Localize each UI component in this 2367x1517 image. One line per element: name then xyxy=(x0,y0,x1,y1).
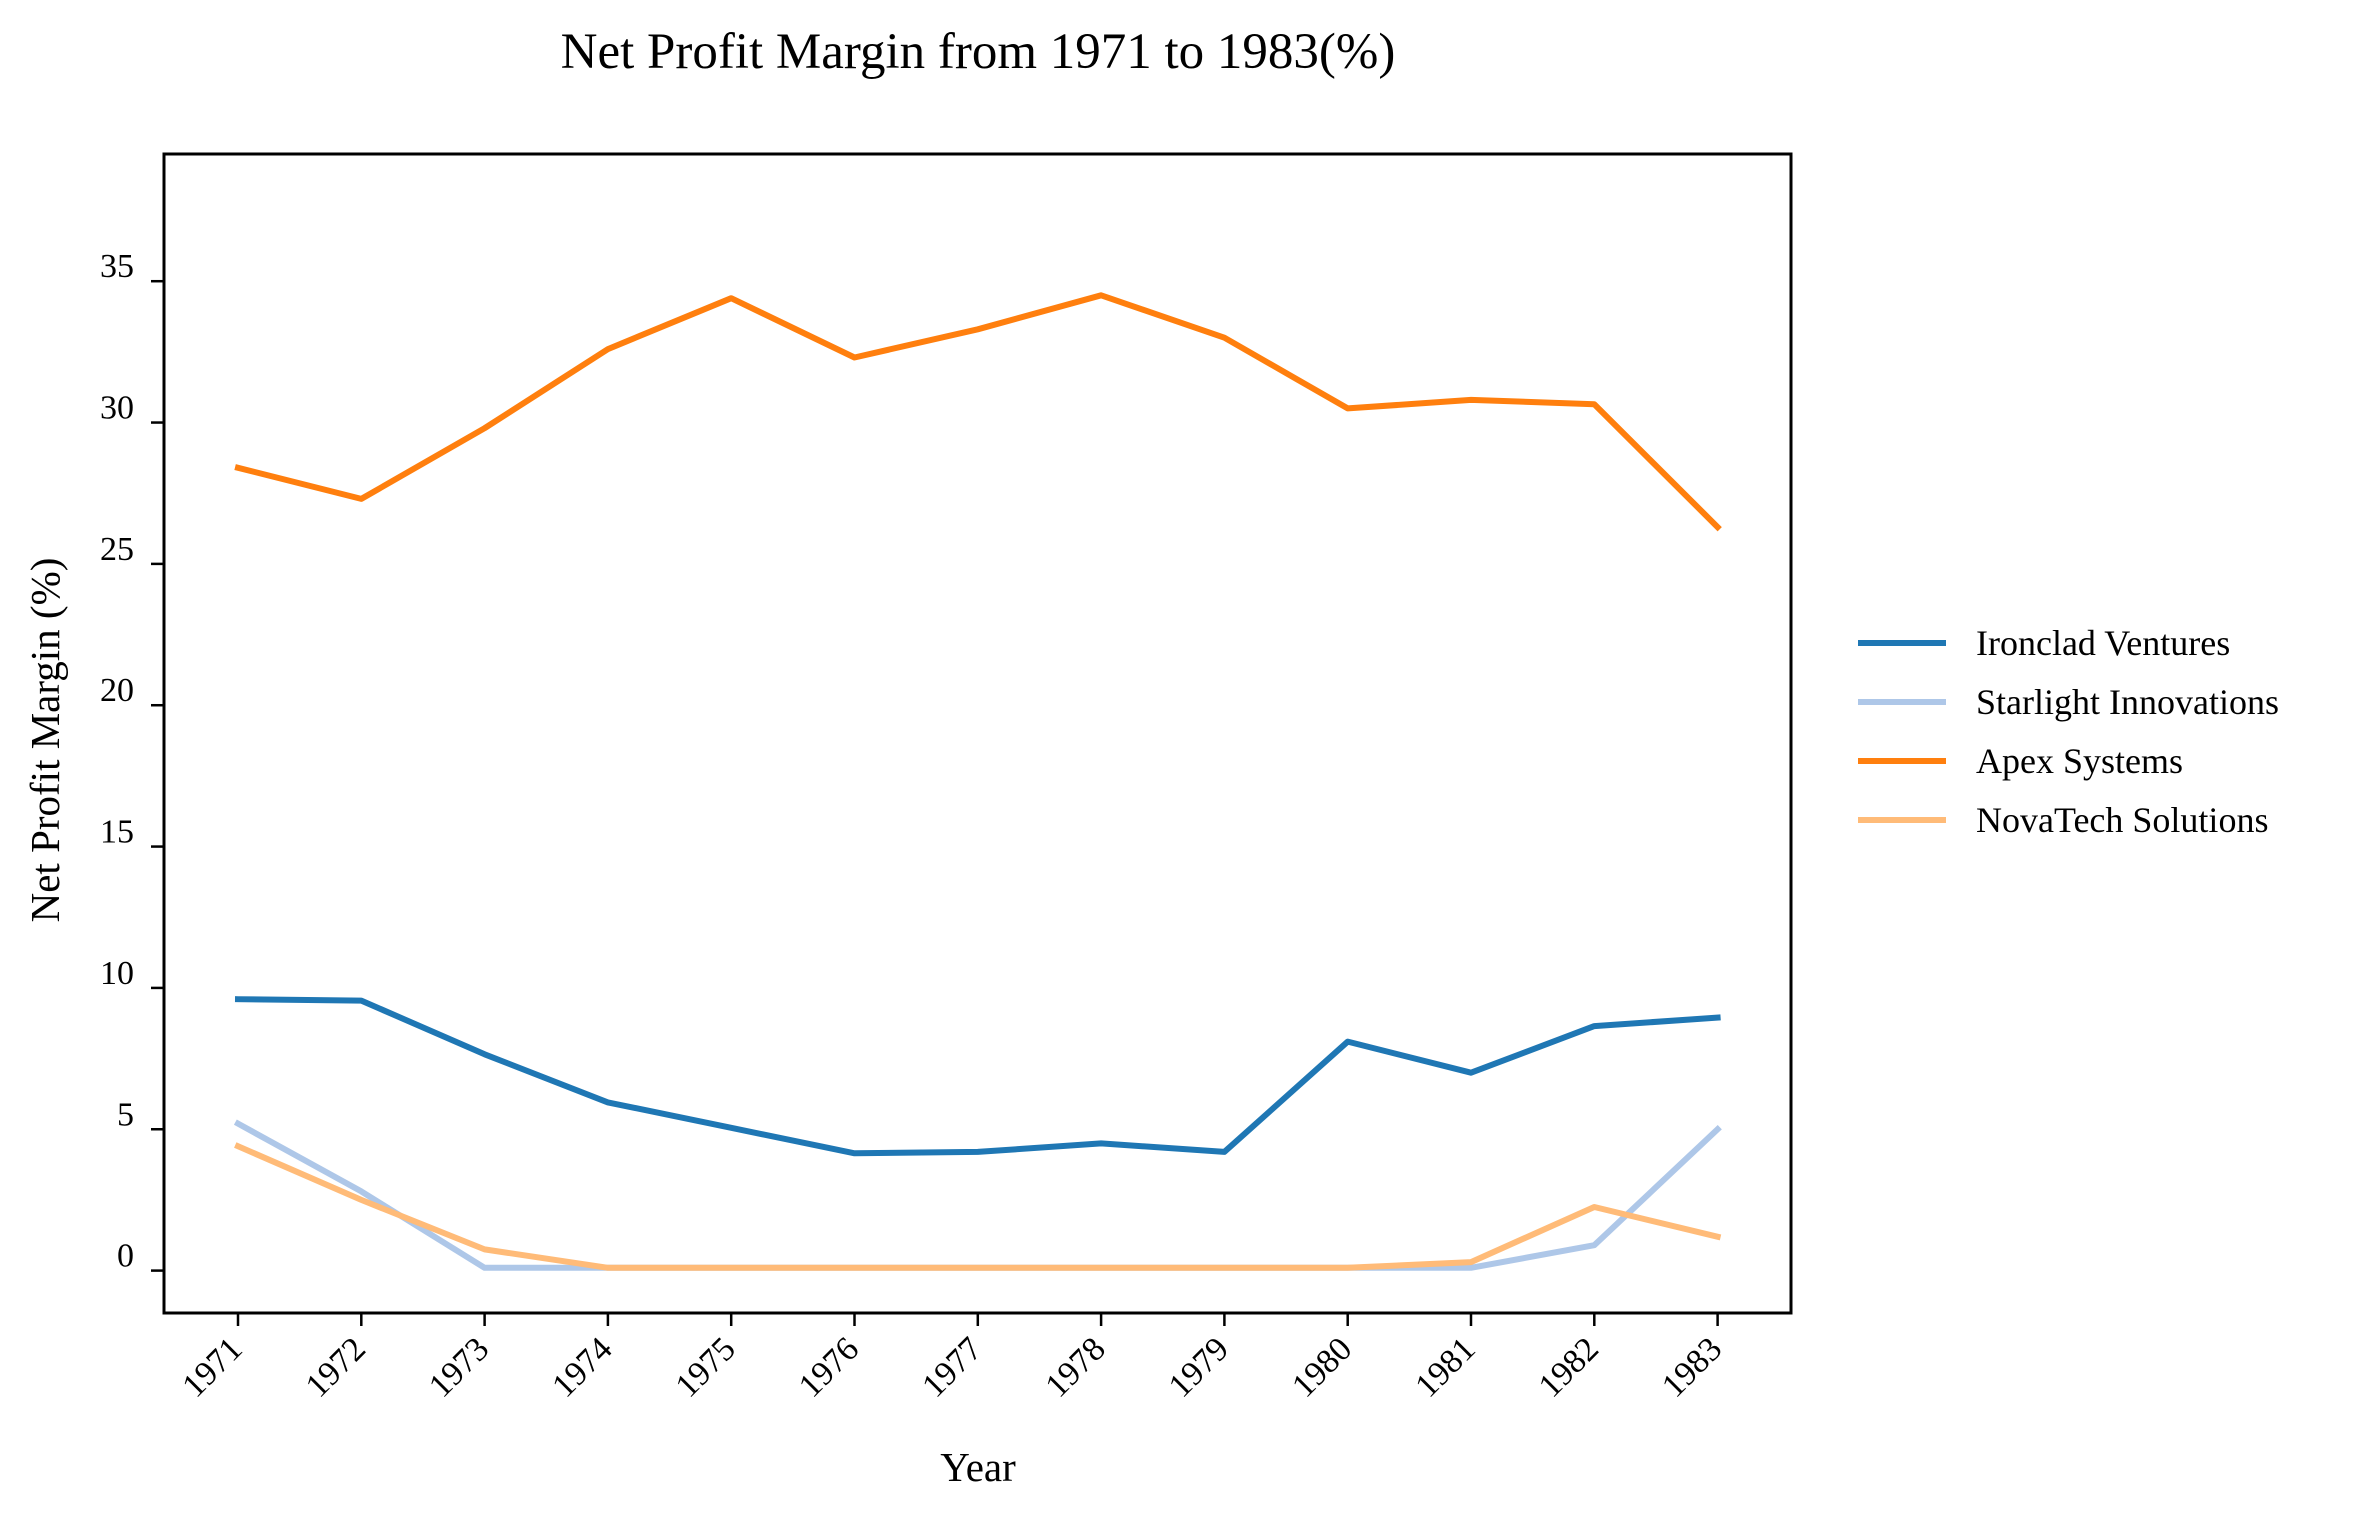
y-tick-label: 0 xyxy=(117,1238,134,1275)
x-axis-label: Year xyxy=(940,1444,1016,1490)
series-line-1 xyxy=(233,1119,1722,1271)
chart-title: Net Profit Margin from 1971 to 1983(%) xyxy=(561,24,1396,80)
legend-label: Apex Systems xyxy=(1976,741,2183,781)
legend-item: Starlight Innovations xyxy=(1858,682,2279,722)
series-line-2 xyxy=(234,292,1722,532)
y-tick-label: 20 xyxy=(100,672,134,709)
legend-label: Starlight Innovations xyxy=(1976,682,2279,722)
y-axis-label: Net Profit Margin (%) xyxy=(22,558,68,923)
y-axis-ticks: 0 5 10 15 20 25 30 35 xyxy=(100,248,164,1275)
series-line-0 xyxy=(234,996,1721,1157)
y-tick-label: 10 xyxy=(100,955,134,992)
x-tick-label: 1976 xyxy=(792,1330,866,1404)
legend-label: NovaTech Solutions xyxy=(1976,800,2268,840)
x-tick-label: 1973 xyxy=(422,1330,496,1404)
y-tick-label: 25 xyxy=(100,531,134,568)
x-tick-label: 1972 xyxy=(299,1330,373,1404)
plot-area xyxy=(162,152,1793,1315)
series-line-3 xyxy=(234,1142,1722,1271)
x-tick-label: 1983 xyxy=(1655,1330,1729,1404)
x-tick-label: 1981 xyxy=(1408,1330,1482,1404)
x-axis-ticks: 1971 1972 1973 1974 1975 1976 1977 1978 1979 1980… xyxy=(175,1313,1729,1405)
x-tick-label: 1974 xyxy=(545,1330,619,1404)
legend-item: Ironclad Ventures xyxy=(1858,623,2230,663)
x-tick-label: 1982 xyxy=(1532,1330,1606,1404)
x-tick-label: 1980 xyxy=(1285,1330,1359,1404)
legend-item: NovaTech Solutions xyxy=(1858,800,2268,840)
x-tick-label: 1977 xyxy=(915,1330,989,1404)
y-tick-label: 15 xyxy=(100,814,134,851)
x-tick-label: 1971 xyxy=(175,1330,249,1404)
y-tick-label: 35 xyxy=(100,248,134,285)
x-tick-label: 1979 xyxy=(1162,1330,1236,1404)
y-tick-label: 30 xyxy=(100,390,134,427)
y-tick-label: 5 xyxy=(117,1096,134,1133)
legend-item: Apex Systems xyxy=(1858,741,2183,781)
legend-label: Ironclad Ventures xyxy=(1976,623,2230,663)
x-tick-label: 1978 xyxy=(1039,1330,1113,1404)
x-tick-label: 1975 xyxy=(669,1330,743,1404)
legend: Ironclad Ventures Starlight Innovations Ap… xyxy=(1858,623,2279,840)
